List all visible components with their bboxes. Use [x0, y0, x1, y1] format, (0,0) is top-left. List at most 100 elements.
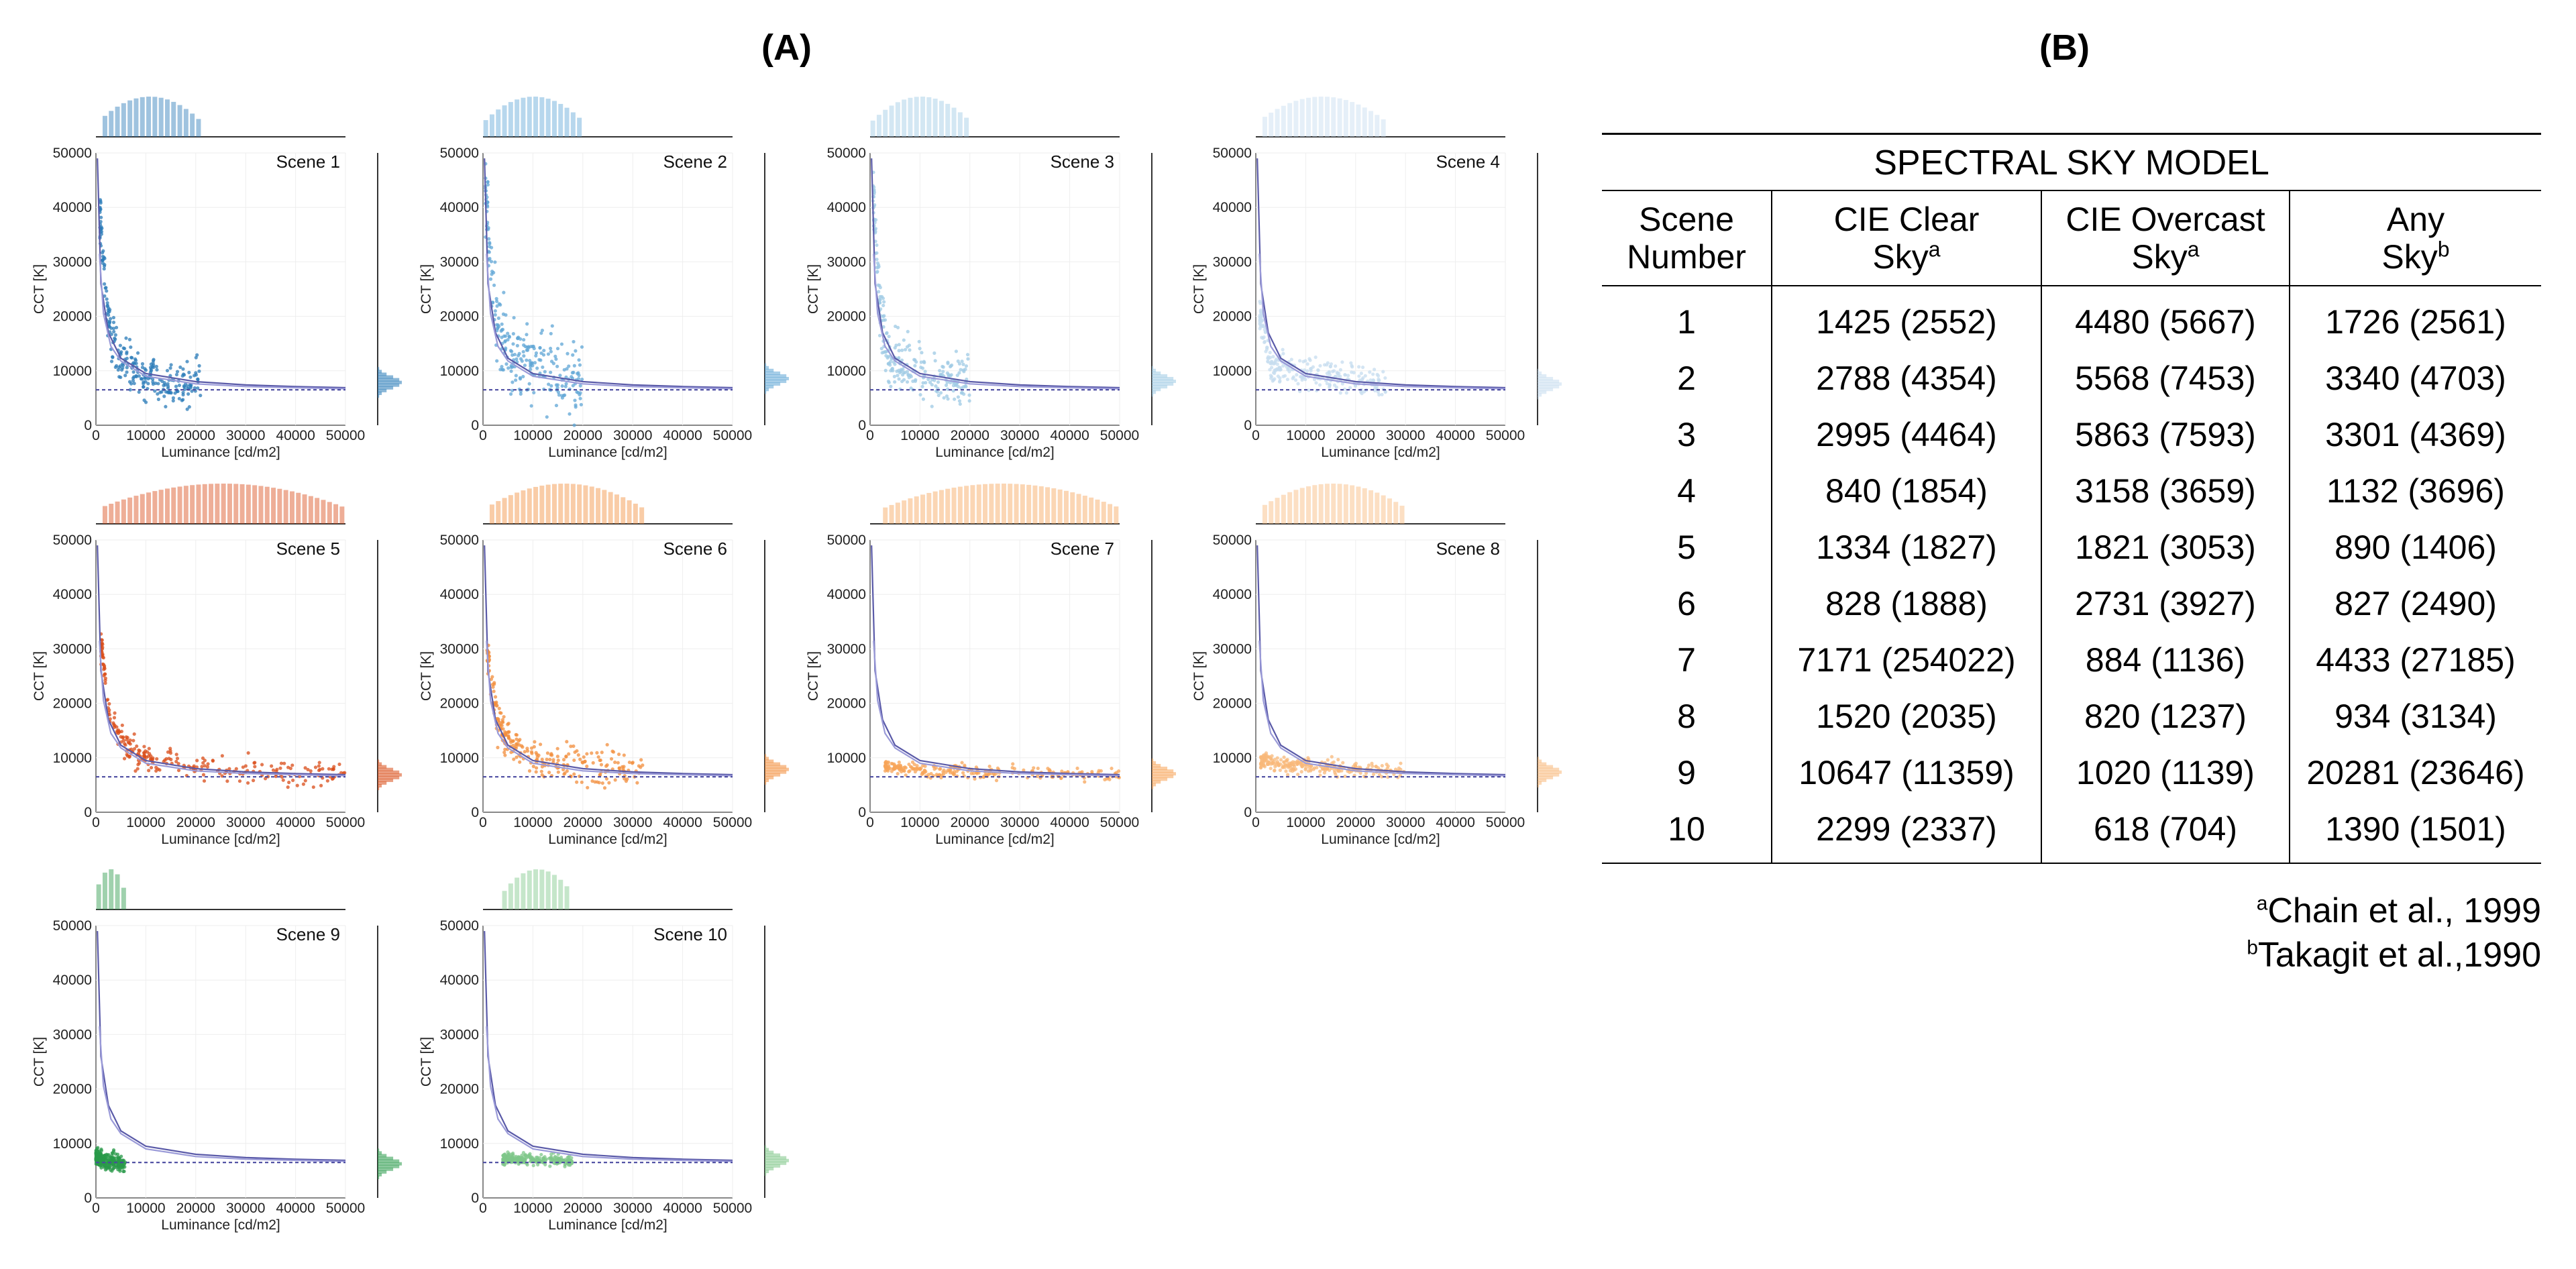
data-point — [495, 359, 499, 363]
data-point — [211, 759, 215, 763]
data-point — [1318, 364, 1322, 368]
data-point — [622, 753, 626, 757]
data-point — [508, 392, 513, 396]
data-point — [1371, 764, 1375, 768]
table-cell: 3158 (3659) — [2041, 463, 2290, 519]
table-cell: 5863 (7593) — [2041, 406, 2290, 463]
histogram-bar — [1343, 100, 1348, 137]
table-row: 3 2995 (4464) 5863 (7593) 3301 (4369) — [1602, 406, 2541, 463]
x-tick-label: 50000 — [326, 815, 365, 830]
reference-curve — [97, 545, 346, 776]
histogram-bar — [1108, 504, 1113, 524]
data-point — [897, 343, 901, 347]
data-point — [162, 394, 166, 398]
data-point — [540, 765, 544, 769]
data-point — [105, 297, 109, 301]
table-cell: 3301 (4369) — [2289, 406, 2541, 463]
histogram-bar — [1362, 107, 1367, 137]
data-point — [906, 329, 910, 334]
data-point — [541, 365, 545, 370]
data-point — [942, 396, 946, 400]
x-tick-label: 50000 — [326, 1201, 365, 1216]
data-point — [889, 369, 893, 373]
x-tick-label: 30000 — [613, 815, 652, 830]
data-point — [581, 761, 585, 765]
x-axis-label: Luminance [cd/m2] — [548, 445, 667, 460]
data-point — [521, 745, 525, 749]
data-point — [572, 744, 576, 749]
data-point — [171, 398, 175, 403]
data-point — [287, 780, 291, 785]
data-point — [1259, 755, 1263, 760]
data-point — [1268, 355, 1273, 360]
data-point — [486, 180, 490, 184]
x-tick-label: 50000 — [713, 428, 752, 443]
data-point — [912, 357, 916, 362]
data-point — [137, 374, 141, 378]
histogram-bar — [378, 1162, 402, 1166]
data-point — [125, 754, 129, 758]
data-point — [1258, 301, 1263, 305]
data-point — [875, 266, 879, 270]
x-tick-label: 40000 — [663, 815, 702, 830]
data-point — [225, 779, 229, 783]
data-point — [593, 780, 597, 784]
histogram-bar — [183, 486, 189, 524]
y-tick-label: 40000 — [53, 587, 92, 602]
data-point — [903, 765, 907, 769]
data-point — [313, 765, 318, 769]
data-point — [189, 375, 193, 379]
histogram-bar — [283, 490, 288, 524]
data-point — [105, 300, 109, 305]
data-point — [188, 383, 192, 387]
data-point — [501, 312, 506, 316]
data-point — [955, 373, 959, 378]
data-point — [227, 767, 231, 771]
data-point — [1275, 760, 1279, 764]
data-point — [1273, 769, 1277, 773]
data-point — [1299, 770, 1303, 774]
y-tick-label: 40000 — [827, 587, 866, 602]
x-tick-label: 50000 — [713, 815, 752, 830]
histogram-bar — [258, 486, 264, 524]
data-point — [520, 1156, 524, 1160]
data-point — [114, 325, 119, 329]
histogram-bar — [1152, 780, 1161, 784]
data-point — [887, 764, 891, 768]
histogram-bar — [115, 501, 120, 524]
table-cell: 1726 (2561) — [2289, 286, 2541, 350]
data-point — [142, 380, 146, 384]
data-point — [100, 251, 105, 255]
data-point — [517, 743, 521, 747]
data-point — [504, 362, 508, 366]
data-point — [129, 747, 133, 751]
histogram-bar — [315, 498, 320, 524]
data-point — [1269, 374, 1273, 378]
data-point — [506, 722, 511, 726]
histogram-bar — [183, 109, 189, 137]
x-tick-label: 30000 — [226, 815, 265, 830]
data-point — [521, 349, 525, 354]
reference-curve — [1256, 158, 1506, 389]
data-point — [104, 1154, 109, 1158]
footnote-marker: a — [2256, 892, 2268, 915]
x-tick-label: 20000 — [951, 815, 989, 830]
data-point — [142, 751, 146, 755]
data-point — [1263, 340, 1267, 345]
histogram-bar — [1152, 385, 1168, 389]
data-point — [1292, 768, 1296, 772]
reference-curve — [99, 1026, 346, 1162]
histogram-bar — [1152, 382, 1174, 386]
data-point — [565, 367, 569, 371]
y-tick-label: 10000 — [440, 364, 479, 379]
data-point — [103, 286, 107, 290]
header-line: Sky — [2381, 238, 2438, 276]
data-point — [271, 768, 276, 772]
histogram-bar — [378, 770, 400, 774]
data-point — [1354, 765, 1358, 769]
data-point — [529, 364, 533, 368]
y-axis-label: CCT [K] — [806, 651, 821, 701]
histogram-bar — [527, 97, 532, 137]
data-point — [1333, 770, 1337, 775]
histogram-bar — [914, 496, 919, 524]
